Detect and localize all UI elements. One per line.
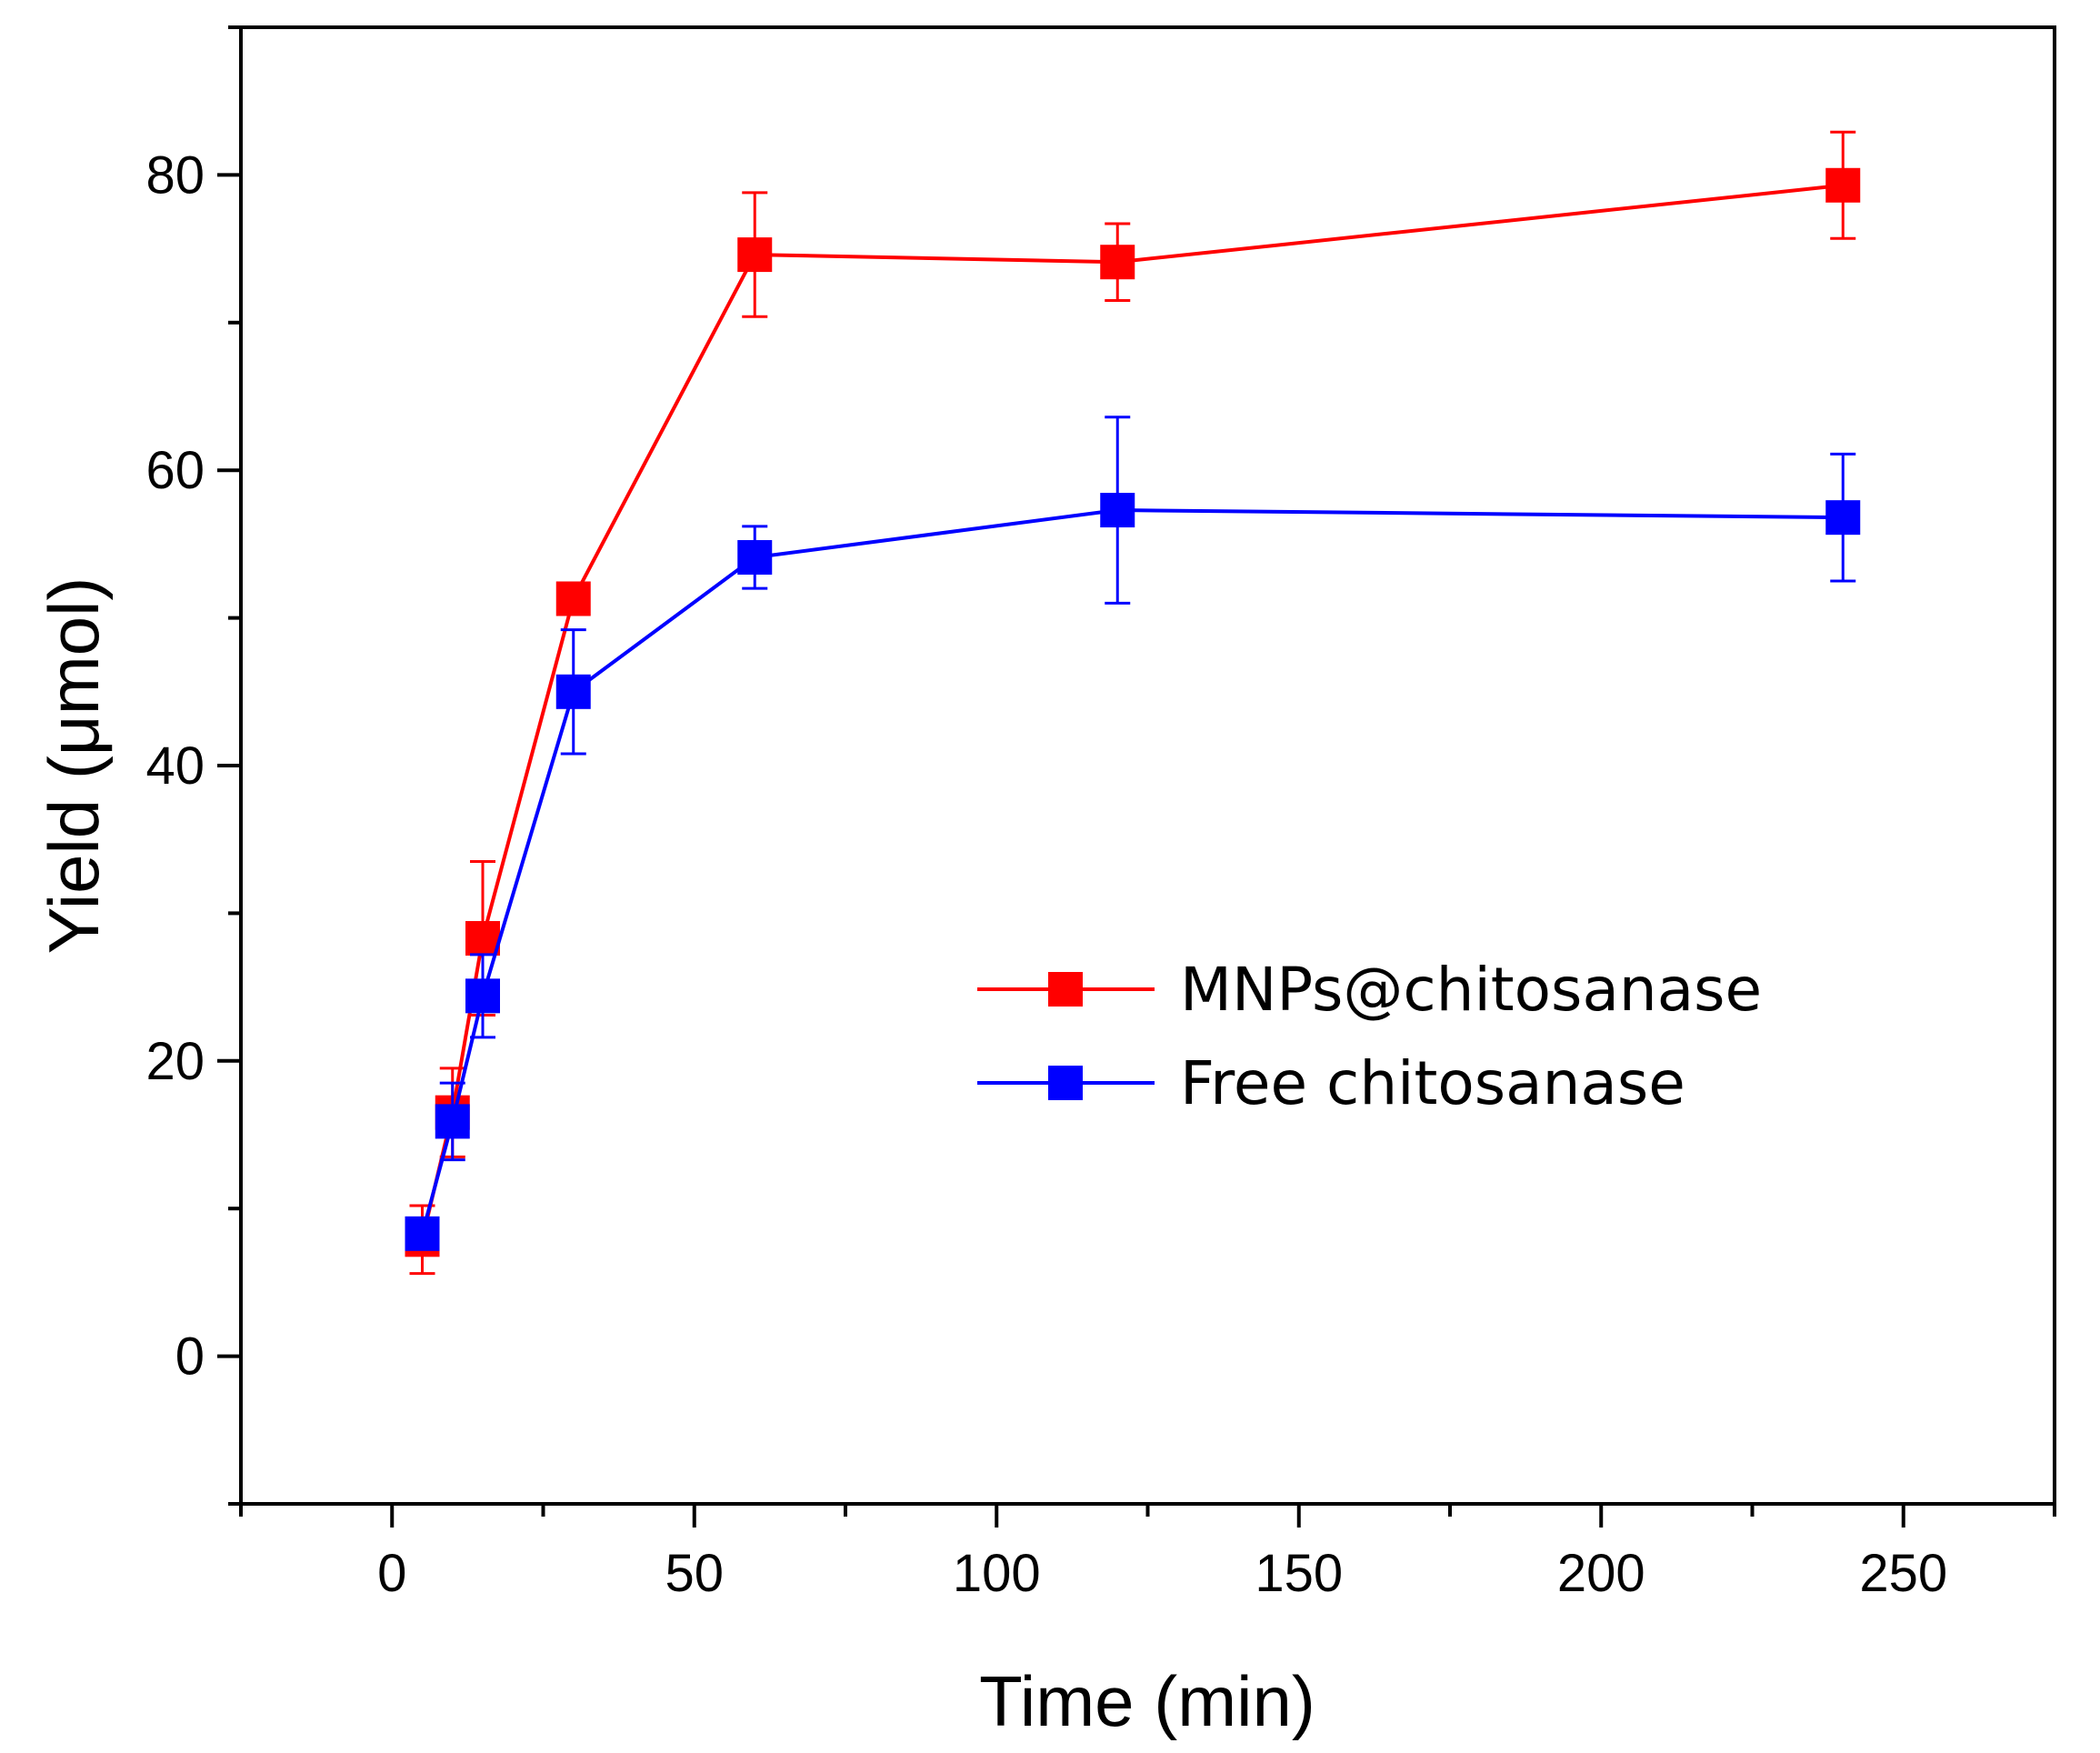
y-tick-label: 60 <box>145 441 205 500</box>
data-point <box>465 978 500 1014</box>
series-line <box>420 508 1844 1235</box>
series-free-chitosanase <box>405 416 1861 1251</box>
legend: MNPs@chitosanase Free chitosanase <box>977 955 1762 1118</box>
y-tick-label: 0 <box>175 1327 205 1387</box>
data-point <box>1825 167 1861 203</box>
legend-label-mnps: MNPs@chitosanase <box>1180 955 1762 1025</box>
x-axis-title: Time (min) <box>979 1661 1315 1741</box>
data-point <box>555 674 591 709</box>
x-tick-labels: 0 50 100 150 200 250 <box>377 1544 1947 1603</box>
x-tick-label: 250 <box>1859 1544 1947 1603</box>
x-tick-label: 100 <box>953 1544 1041 1603</box>
legend-label-free: Free chitosanase <box>1180 1048 1685 1118</box>
series-layer <box>405 130 1861 1276</box>
y-tick-label: 80 <box>145 145 205 205</box>
data-point <box>1100 245 1135 280</box>
legend-marker-mnps <box>1048 972 1083 1007</box>
data-point <box>1825 500 1861 536</box>
data-point <box>435 1104 470 1139</box>
data-point <box>737 237 773 273</box>
y-tick-label: 40 <box>145 736 205 796</box>
x-tick-label: 50 <box>665 1544 724 1603</box>
x-tick-label: 150 <box>1255 1544 1343 1603</box>
data-point <box>737 540 773 576</box>
legend-marker-free <box>1048 1066 1083 1100</box>
y-tick-label: 20 <box>145 1032 205 1091</box>
y-axis-title: Yield (μmol) <box>34 577 114 955</box>
x-tick-label: 200 <box>1557 1544 1645 1603</box>
x-tick-label: 0 <box>377 1544 406 1603</box>
data-point <box>1100 493 1135 528</box>
y-tick-labels: 0 20 40 60 80 <box>145 145 205 1386</box>
data-point <box>405 1216 440 1251</box>
plot-frame <box>239 25 2056 1506</box>
data-point <box>465 921 500 957</box>
data-point <box>555 581 591 616</box>
axis-ticks <box>217 25 2056 1528</box>
